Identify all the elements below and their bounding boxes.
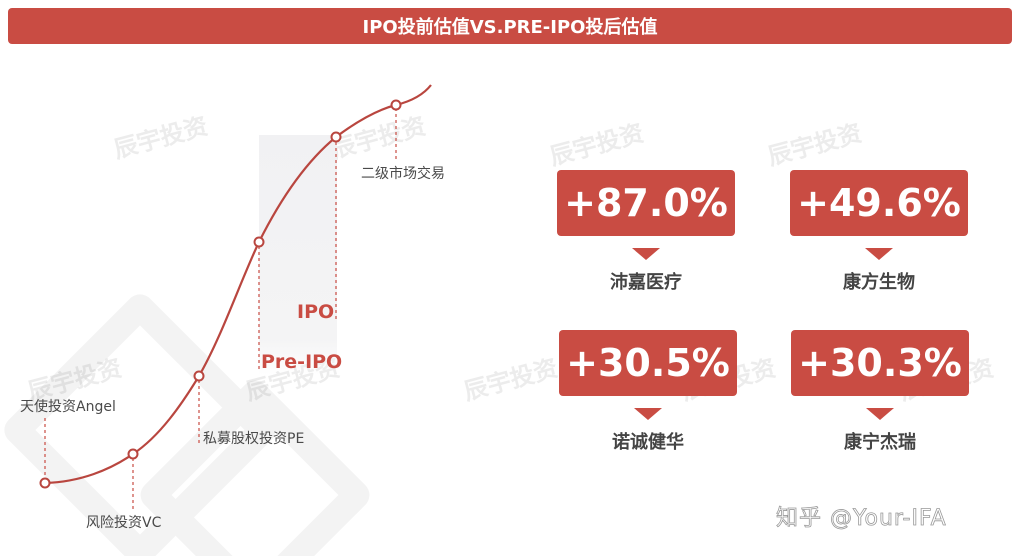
pe-point [193, 370, 205, 382]
company-name: 沛嘉医疗 [610, 272, 682, 293]
stage-label-pe: 私募股权投资PE [203, 431, 305, 447]
company-card: +49.6% 康方生物 [790, 170, 968, 294]
pre-ipo-zone-highlight [259, 135, 337, 375]
stage-label-vc: 风险投资VC [86, 515, 162, 531]
valuation-change-badge: +30.3% [791, 330, 969, 396]
secondary-point [390, 99, 402, 111]
down-arrow-icon [634, 408, 662, 420]
stage-label-angel: 天使投资Angel [20, 399, 116, 415]
valuation-change-badge: +87.0% [557, 170, 735, 236]
stage-label-secondary: 二级市场交易 [361, 166, 445, 182]
stage-label-ipo: IPO [297, 301, 335, 323]
company-name: 康方生物 [843, 272, 915, 293]
angel-point [39, 477, 51, 489]
company-card: +30.3% 康宁杰瑞 [791, 330, 969, 454]
down-arrow-icon [632, 248, 660, 260]
page-title: IPO投前估值VS.PRE-IPO投后估值 [362, 17, 658, 38]
company-card: +30.5% 诺诚健华 [559, 330, 737, 454]
company-card: +87.0% 沛嘉医疗 [557, 170, 735, 294]
valuation-change-badge: +30.5% [559, 330, 737, 396]
down-arrow-icon [865, 248, 893, 260]
down-arrow-icon [866, 408, 894, 420]
source-credit: 知乎 @Your-IFA [776, 506, 947, 532]
ipo-point [330, 131, 342, 143]
pre-ipo-point [253, 236, 265, 248]
title-bar: IPO投前估值VS.PRE-IPO投后估值 [8, 8, 1012, 44]
stage-label-pre-ipo: Pre-IPO [261, 351, 343, 373]
company-name: 康宁杰瑞 [844, 432, 916, 453]
vc-point [127, 448, 139, 460]
valuation-change-badge: +49.6% [790, 170, 968, 236]
company-name: 诺诚健华 [612, 432, 684, 453]
